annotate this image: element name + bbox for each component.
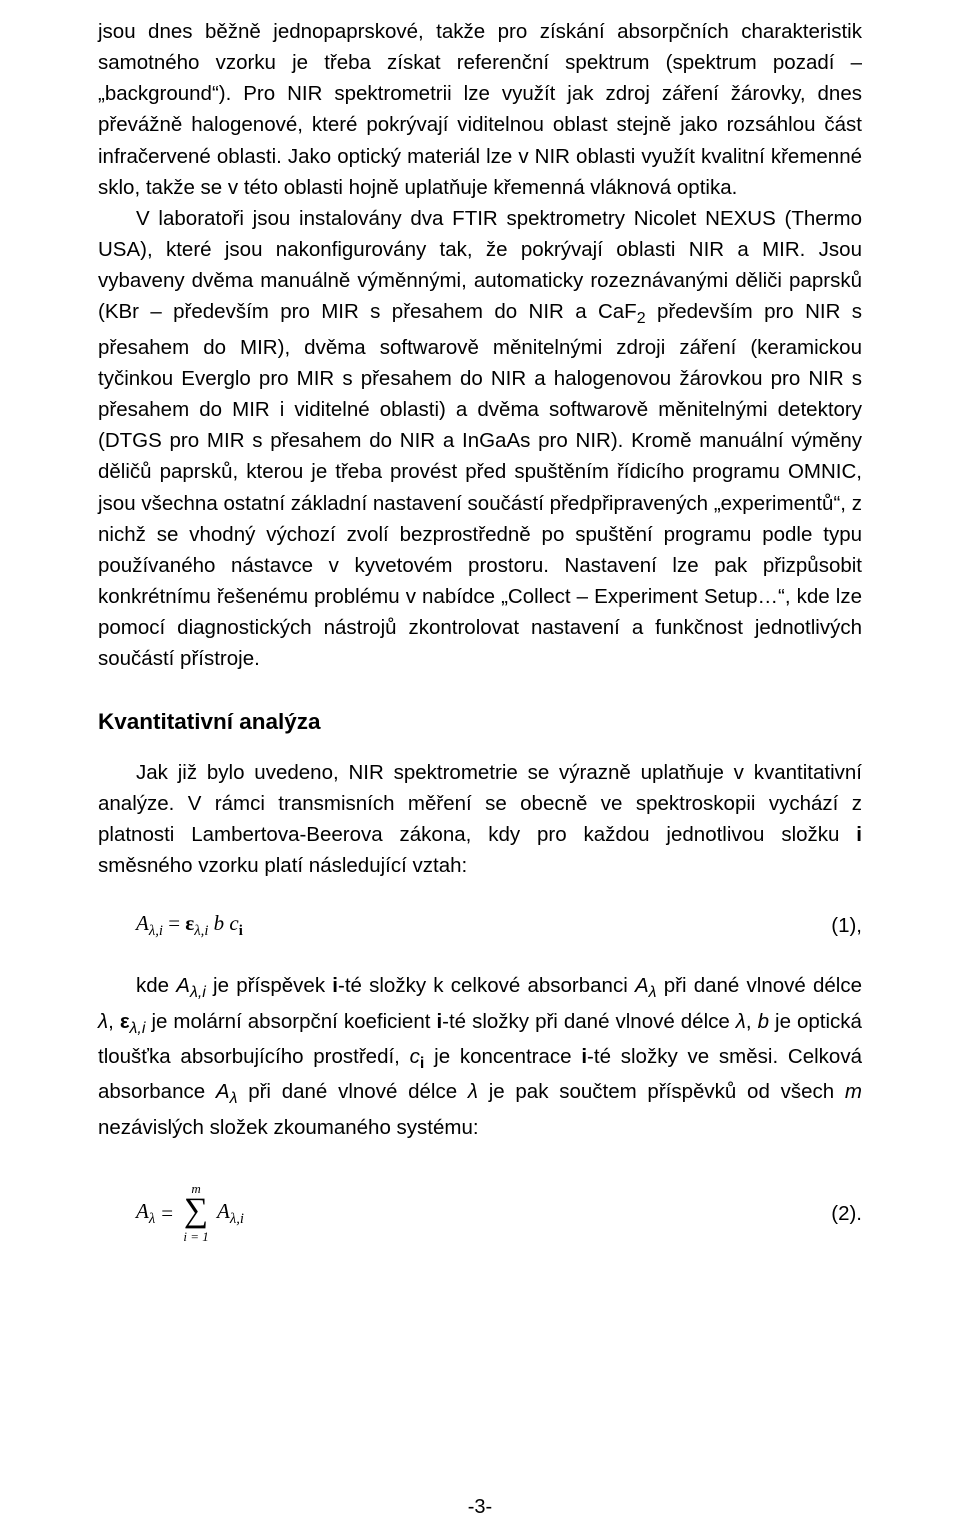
p2-post: především pro NIR s přesahem do MIR), dv… [98, 300, 862, 670]
section-heading: Kvantitativní analýza [98, 709, 862, 735]
eq1-A-sub: λ,i [149, 923, 163, 939]
spacer-eq1-top [98, 881, 862, 911]
eq1-A: A [136, 911, 149, 935]
p4-m: m [845, 1080, 862, 1103]
paragraph-2: V laboratoři jsou instalovány dva FTIR s… [98, 203, 862, 675]
eq2-A: A [136, 1199, 149, 1223]
spacer-eq2-top [98, 1143, 862, 1185]
eq2-expr: Aλ = m ∑ i = 1 Aλ,i [136, 1185, 244, 1243]
spacer-1 [98, 675, 862, 709]
eq1-c: c [229, 911, 238, 935]
eq2-sum-lower: i = 1 [179, 1229, 213, 1245]
equation-1: Aλ,i = ελ,i b ci (1), [98, 911, 862, 940]
p4-3: -té složky k celkové absorbanci [338, 974, 635, 997]
p4-comma1: , [108, 1010, 120, 1033]
page-number: -3- [0, 1496, 960, 1519]
eq1-c-sub: i [239, 923, 243, 939]
p4-A2-sub: λ [649, 984, 657, 1001]
p4-eps-sub: λ,i [130, 1020, 146, 1037]
eq2-sum: m ∑ i = 1 [179, 1185, 213, 1243]
p4-6: -té složky při dané vlnové délce [442, 1010, 736, 1033]
p4-A2: A [635, 974, 649, 997]
p4-4: při dané vlnové délce [657, 974, 862, 997]
eq1-b: b [214, 911, 225, 935]
p4-lambda2: λ [736, 1010, 746, 1033]
p4-lambda1: λ [98, 1010, 108, 1033]
eq1-expr: Aλ,i = ελ,i b ci [136, 911, 243, 940]
eq2-number: (2). [831, 1202, 862, 1226]
spacer-eq1-bottom [98, 940, 862, 970]
eq1-eps: ε [185, 911, 194, 935]
p4-5: je molární absorpční koeficient [145, 1010, 436, 1033]
eq2-A-sub: λ [149, 1212, 155, 1228]
sigma-icon: ∑ [179, 1194, 213, 1228]
paragraph-4: kde Aλ,i je příspěvek i-té složky k celk… [98, 970, 862, 1143]
p4-A1-sub: λ,i [190, 984, 206, 1001]
equation-2: Aλ = m ∑ i = 1 Aλ,i (2). [98, 1185, 862, 1243]
eq1-number: (1), [831, 914, 862, 938]
p4-comma2: , [746, 1010, 758, 1033]
p4-b: b [758, 1010, 769, 1033]
page: jsou dnes běžně jednopaprskové, takže pr… [0, 0, 960, 1537]
paragraph-1: jsou dnes běžně jednopaprskové, takže pr… [98, 16, 862, 203]
p4-11: je pak součtem příspěvků od všech [478, 1080, 845, 1103]
eq2-Arhs-sub: λ,i [230, 1212, 244, 1228]
p4-pre: kde [136, 974, 176, 997]
p4-12: nezávislých složek zkoumaného systému: [98, 1116, 479, 1139]
p4-c: c [410, 1045, 420, 1068]
eq2-Arhs: A [217, 1199, 230, 1223]
eq2-equals: = [161, 1201, 173, 1226]
p3-text: Jak již bylo uvedeno, NIR spektrometrie … [98, 761, 862, 877]
p4-8: je koncentrace [424, 1045, 581, 1068]
p4-A3: A [216, 1080, 230, 1103]
caf2-sub: 2 [637, 311, 646, 328]
p4-2: je příspěvek [206, 974, 332, 997]
p4-A1: A [176, 974, 190, 997]
p4-10: při dané vlnové délce [237, 1080, 467, 1103]
paragraph-3: Jak již bylo uvedeno, NIR spektrometrie … [98, 757, 862, 882]
eq1-eps-sub: λ,i [194, 923, 208, 939]
p4-eps: ε [120, 1010, 130, 1033]
p4-lambda3: λ [468, 1080, 478, 1103]
